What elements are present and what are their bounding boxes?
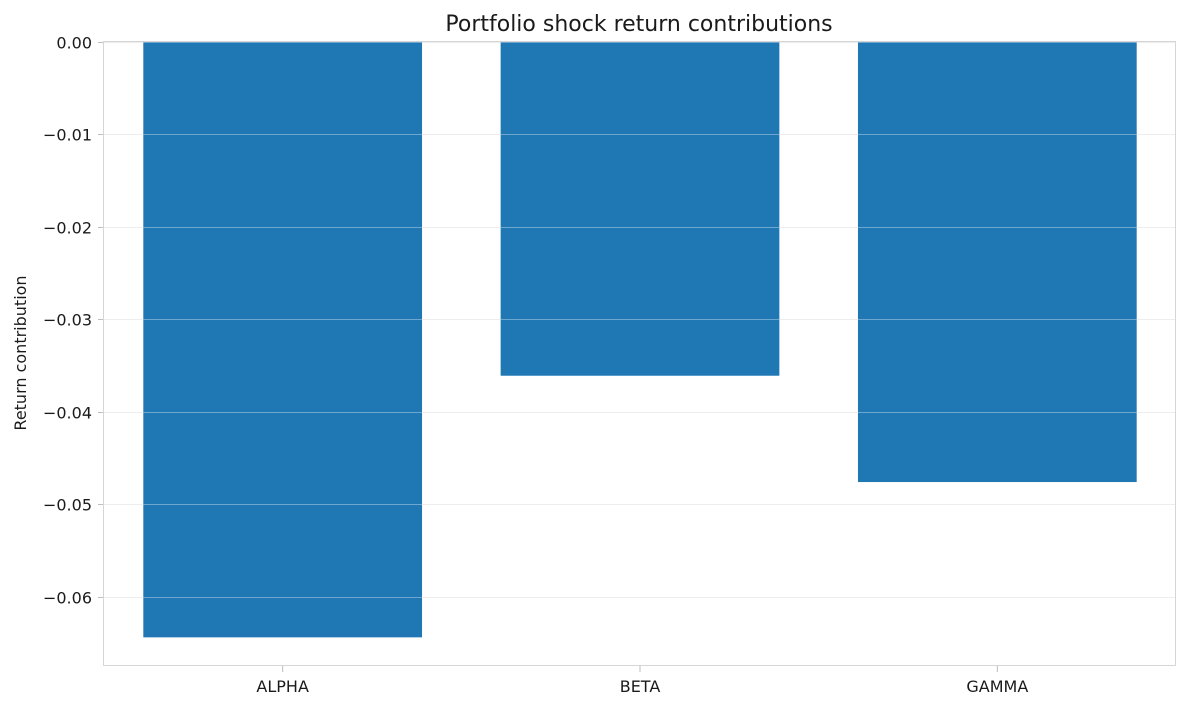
plot-frame xyxy=(103,41,1176,666)
bar-alpha xyxy=(143,42,423,638)
y-tick-label: −0.04 xyxy=(43,404,92,423)
x-axis-ticks: ALPHA BETA GAMMA xyxy=(256,666,1028,696)
y-tick-label: −0.01 xyxy=(43,126,92,145)
y-tick-label: 0.00 xyxy=(56,34,92,53)
chart-title: Portfolio shock return contributions xyxy=(445,12,832,37)
x-tick-label-alpha: ALPHA xyxy=(256,677,309,696)
y-tick-label: −0.03 xyxy=(43,311,92,330)
y-tick-label: −0.02 xyxy=(43,219,92,238)
y-tick-label: −0.06 xyxy=(43,589,92,608)
y-tick-label: −0.05 xyxy=(43,496,92,515)
x-tick-label-beta: BETA xyxy=(620,677,661,696)
x-tick-label-gamma: GAMMA xyxy=(966,677,1028,696)
bar-beta xyxy=(500,42,780,376)
y-axis-label: Return contribution xyxy=(11,275,30,430)
bar-gamma xyxy=(857,42,1137,483)
gridlines-over-bars xyxy=(104,42,1176,598)
y-axis-ticks: 0.00 −0.01 −0.02 −0.03 −0.04 −0.05 −0.06 xyxy=(43,34,104,608)
bars xyxy=(143,42,1137,638)
